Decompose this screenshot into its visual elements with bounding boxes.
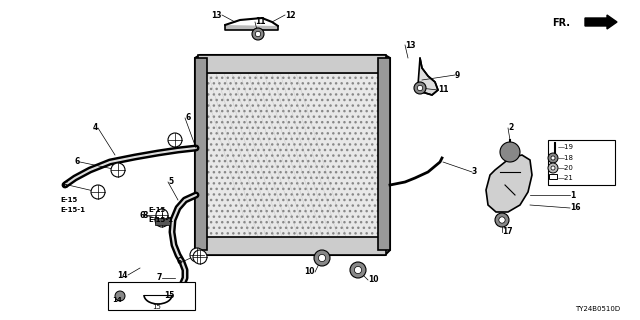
FancyBboxPatch shape [195,58,207,250]
Text: 8: 8 [143,211,148,220]
Text: 16: 16 [570,204,580,212]
Circle shape [551,156,555,160]
Polygon shape [155,218,170,225]
Text: TY24B0510D: TY24B0510D [575,306,620,312]
Circle shape [155,213,169,227]
Polygon shape [486,155,532,212]
Circle shape [115,291,125,301]
FancyBboxPatch shape [548,140,615,185]
FancyBboxPatch shape [198,55,386,73]
Text: 6: 6 [75,157,80,166]
Text: 4: 4 [93,124,98,132]
Text: FR.: FR. [552,18,570,28]
Text: 3: 3 [472,167,477,177]
Circle shape [499,217,505,223]
FancyBboxPatch shape [198,237,386,255]
Polygon shape [418,58,438,95]
Circle shape [255,31,260,37]
Text: 15: 15 [164,292,174,300]
Text: 6: 6 [140,211,145,220]
Circle shape [156,209,168,221]
Text: 5: 5 [168,178,173,187]
FancyBboxPatch shape [200,73,385,237]
Circle shape [495,213,509,227]
Circle shape [548,163,558,173]
Circle shape [319,254,326,262]
Text: E-15-1: E-15-1 [148,217,173,223]
Text: 6: 6 [185,114,190,123]
Circle shape [551,166,555,170]
Text: 7: 7 [157,274,162,283]
Text: E-15: E-15 [148,207,165,213]
Circle shape [91,185,105,199]
FancyBboxPatch shape [378,58,390,250]
Circle shape [548,153,558,163]
Text: E-15: E-15 [60,197,77,203]
FancyBboxPatch shape [549,174,557,179]
Text: 6: 6 [63,180,68,189]
Circle shape [252,28,264,40]
Text: 13: 13 [211,11,222,20]
Text: 6: 6 [177,258,182,267]
Text: 12: 12 [285,11,296,20]
Text: 9: 9 [455,70,460,79]
Text: —21: —21 [558,175,574,181]
Polygon shape [195,55,390,255]
Circle shape [500,142,520,162]
Text: 14: 14 [112,297,122,303]
Circle shape [314,250,330,266]
Circle shape [190,248,204,262]
Text: —19: —19 [558,144,574,150]
FancyArrow shape [585,15,617,29]
Polygon shape [225,25,278,30]
Circle shape [111,163,125,177]
Text: —20: —20 [558,165,574,171]
Text: 1: 1 [570,190,575,199]
Circle shape [417,85,422,91]
Text: 10: 10 [305,268,315,276]
Text: 10: 10 [368,276,378,284]
Circle shape [168,133,182,147]
FancyBboxPatch shape [108,282,195,310]
Text: 17: 17 [502,228,513,236]
Text: —18: —18 [558,155,574,161]
Text: 2: 2 [508,124,513,132]
Text: 15: 15 [152,304,161,310]
Circle shape [355,266,362,274]
Text: 11: 11 [255,18,266,27]
Circle shape [414,82,426,94]
Text: 13: 13 [405,41,415,50]
Text: 11: 11 [438,85,449,94]
Text: 14: 14 [118,270,128,279]
Circle shape [350,262,366,278]
Text: E-15-1: E-15-1 [60,207,85,213]
Circle shape [193,250,207,264]
